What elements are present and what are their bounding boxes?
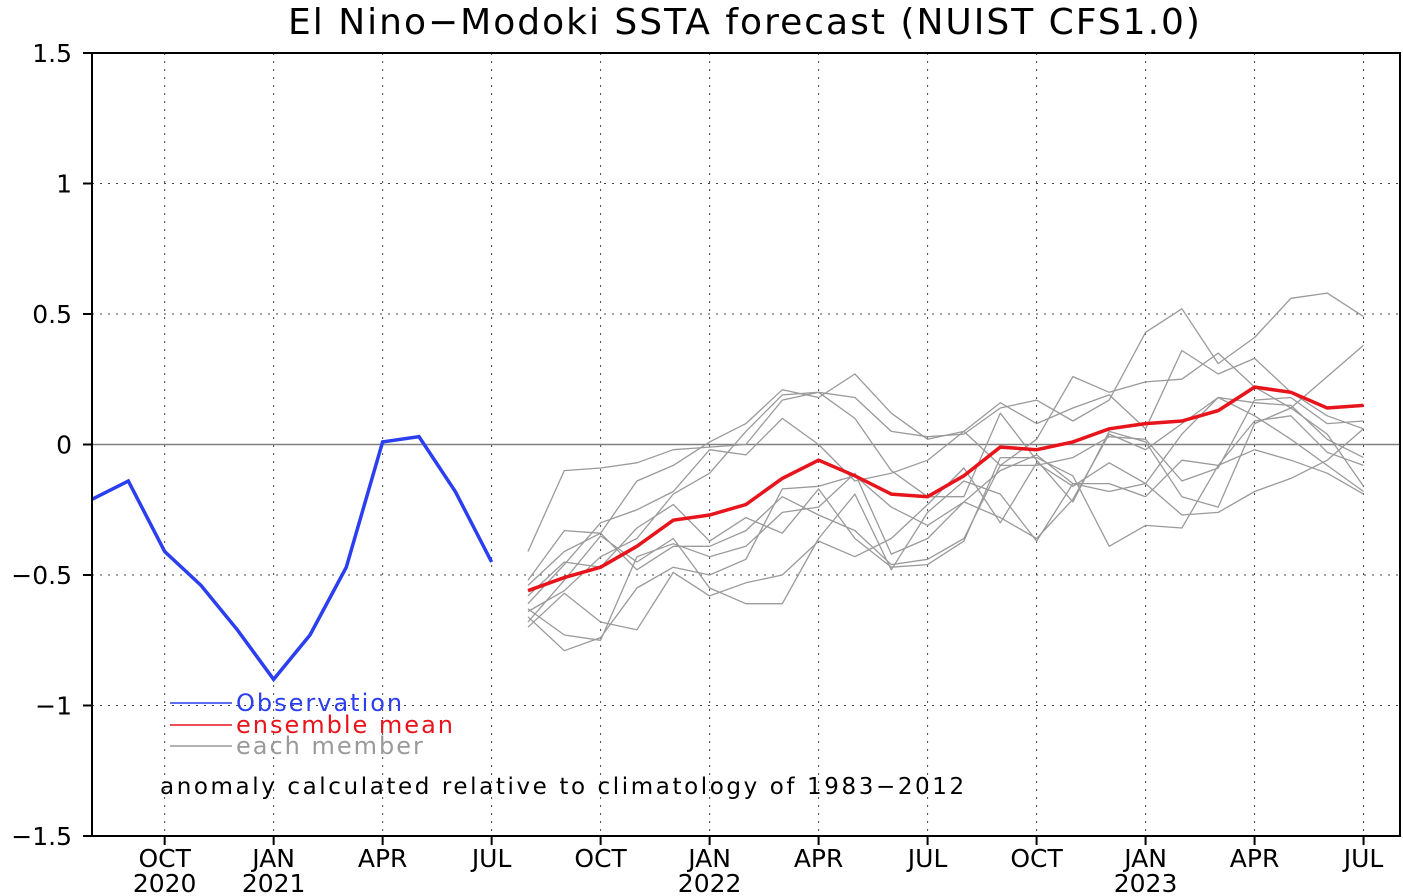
member-line — [527, 352, 1365, 605]
ensemble-members — [527, 292, 1365, 652]
member-line — [527, 396, 1364, 586]
member-line — [527, 292, 1364, 552]
x-tick-label: APR — [1230, 844, 1280, 873]
y-tick-label: 1.5 — [32, 39, 72, 68]
grid — [92, 53, 1400, 836]
x-tick-label: JUL — [906, 844, 948, 873]
legend: Observation ensemble mean each member — [170, 689, 455, 760]
x-tick-label: JAN — [686, 844, 731, 873]
climatology-note: anomaly calculated relative to climatolo… — [160, 774, 967, 800]
y-tick-label: 0 — [56, 431, 72, 460]
y-tick-label: −0.5 — [11, 561, 72, 590]
member-line — [527, 449, 1364, 597]
legend-label-ensemble-mean: ensemble mean — [236, 711, 455, 739]
x-tick-year-label: 2023 — [1114, 869, 1178, 896]
x-tick-label: OCT — [574, 844, 627, 873]
y-axis: 1.5 1 0.5 0 −0.5 −1 −1.5 — [11, 39, 92, 851]
member-line — [527, 396, 1364, 652]
member-line — [527, 428, 1364, 623]
x-tick-label: JAN — [1122, 844, 1167, 873]
x-tick-year-label: 2021 — [242, 869, 306, 896]
x-tick-label: APR — [358, 844, 408, 873]
member-line — [527, 344, 1364, 613]
legend-label-each-member: each member — [236, 732, 425, 760]
y-tick-label: 0.5 — [32, 300, 72, 329]
observation-line — [91, 434, 494, 683]
member-line — [527, 349, 1364, 581]
y-tick-label: 1 — [56, 170, 72, 199]
legend-label-observation: Observation — [236, 689, 404, 717]
x-tick-label: JAN — [250, 844, 295, 873]
x-tick-label: APR — [794, 844, 844, 873]
x-tick-label: OCT — [1010, 844, 1063, 873]
x-tick-label: JUL — [470, 844, 512, 873]
y-tick-label: −1 — [35, 692, 72, 721]
chart-title: El Nino−Modoki SSTA forecast (NUIST CFS1… — [288, 2, 1202, 43]
ensemble-mean-line — [527, 385, 1364, 593]
x-tick-label: JUL — [1342, 844, 1384, 873]
member-line — [527, 415, 1364, 641]
y-tick-label: −1.5 — [11, 822, 72, 851]
x-tick-year-label: 2020 — [133, 869, 197, 896]
x-tick-label: OCT — [138, 844, 191, 873]
main-series — [91, 385, 1364, 683]
x-tick-year-label: 2022 — [678, 869, 742, 896]
